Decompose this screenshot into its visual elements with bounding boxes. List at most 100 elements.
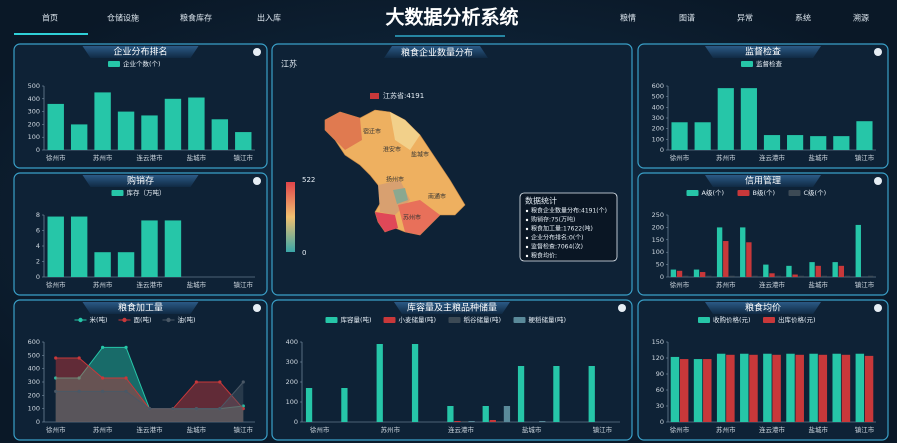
- y-tick-label: 500: [28, 351, 40, 359]
- nav-item[interactable]: 粮食库存: [180, 13, 212, 23]
- map-label: 宿迁市: [363, 128, 381, 136]
- y-tick-label: 4: [36, 242, 40, 250]
- x-tick-label: 镇江市: [855, 153, 875, 162]
- panel-border: [13, 299, 268, 441]
- panel-tab: [82, 46, 199, 58]
- panel-tab: [705, 175, 821, 187]
- bar: [809, 262, 815, 277]
- stats-item: 购销存:75(万吨): [531, 216, 575, 224]
- bar: [717, 88, 734, 150]
- bar: [468, 421, 475, 422]
- bar: [211, 119, 229, 150]
- bar: [683, 275, 689, 277]
- bar: [740, 227, 746, 277]
- y-tick-label: 8: [36, 211, 40, 219]
- y-tick-label: 50: [656, 261, 664, 269]
- x-tick-label: 连云港市: [137, 153, 164, 162]
- bar: [752, 275, 758, 277]
- bar: [188, 97, 205, 150]
- y-tick-label: 400: [286, 338, 298, 346]
- x-tick-label: 盐城市: [808, 425, 828, 434]
- legend-label: 油(吨): [178, 315, 196, 324]
- legend-swatch: [686, 190, 699, 196]
- y-tick-label: 600: [652, 82, 664, 90]
- bar: [844, 275, 851, 277]
- nav-item[interactable]: 粮情: [620, 13, 636, 23]
- point: [194, 380, 198, 384]
- bar: [694, 122, 711, 150]
- point: [241, 380, 245, 384]
- nav-item[interactable]: 出入库: [257, 13, 281, 23]
- nav-item[interactable]: 溯源: [853, 13, 869, 23]
- bar: [821, 275, 828, 277]
- map-region-shape: [390, 112, 420, 150]
- point: [77, 356, 81, 360]
- bar: [855, 224, 861, 277]
- x-tick-label: 镇江市: [855, 425, 875, 434]
- bar: [503, 406, 511, 422]
- x-tick-label: 徐州市: [46, 425, 66, 434]
- x-tick-label: 连云港市: [137, 280, 164, 289]
- bullet: [525, 227, 529, 231]
- bar: [864, 355, 874, 422]
- y-tick-label: 0: [660, 273, 664, 281]
- bar: [141, 220, 158, 277]
- y-tick-label: 60: [656, 386, 664, 394]
- x-tick-label: 盐城市: [522, 425, 542, 434]
- nav-item[interactable]: 异常: [737, 14, 753, 23]
- bar: [489, 420, 496, 422]
- bar: [787, 135, 804, 150]
- visual-min: 0: [302, 249, 306, 257]
- y-tick-label: 0: [660, 146, 664, 154]
- x-tick-label: 苏州市: [716, 153, 736, 162]
- legend-label: 出库价格(元): [778, 315, 816, 324]
- x-tick-label: 盐城市: [187, 425, 207, 434]
- bar: [539, 421, 546, 422]
- x-tick-label: 徐州市: [670, 425, 690, 434]
- stats-item: 监督检查:7064(次): [531, 243, 583, 251]
- nav-item[interactable]: 首页: [42, 13, 58, 23]
- point: [77, 376, 81, 380]
- bar: [856, 121, 873, 150]
- y-tick-label: 150: [652, 236, 664, 244]
- y-tick-label: 200: [286, 378, 298, 386]
- bar: [810, 136, 827, 150]
- x-tick-label: 徐州市: [670, 280, 690, 289]
- nav-item[interactable]: 系统: [795, 13, 811, 23]
- bar: [693, 269, 700, 277]
- x-tick-label: 苏州市: [93, 153, 113, 162]
- legend-swatch: [788, 190, 801, 196]
- bar: [117, 252, 135, 277]
- y-tick-label: 120: [652, 354, 664, 362]
- help-icon: [874, 48, 882, 56]
- panel-tab: [82, 175, 199, 187]
- legend-swatch: [698, 317, 710, 323]
- bullet: [525, 254, 529, 258]
- bar: [482, 406, 489, 422]
- bar: [815, 265, 821, 277]
- x-tick-label: 连云港市: [137, 425, 164, 434]
- legend-label: 小麦储量(吨): [399, 315, 437, 324]
- legend-swatch: [737, 190, 750, 196]
- y-tick-label: 200: [652, 125, 664, 133]
- bar: [729, 275, 735, 277]
- point: [124, 376, 128, 380]
- legend-label: C级(个): [804, 188, 827, 197]
- stats-box: [519, 192, 618, 262]
- bar: [706, 275, 712, 277]
- x-tick-label: 徐州市: [310, 425, 330, 434]
- panel-title: 信用管理: [745, 175, 781, 187]
- bar: [47, 216, 64, 277]
- legend-swatch: [383, 317, 396, 323]
- nav-item[interactable]: 仓储设施: [107, 13, 139, 23]
- nav-item[interactable]: 图谱: [679, 13, 695, 23]
- x-tick-label: 镇江市: [593, 425, 613, 434]
- y-tick-label: 300: [28, 378, 40, 386]
- legend-label: 米(吨): [90, 315, 108, 324]
- x-tick-label: 苏州市: [716, 425, 736, 434]
- bar: [841, 354, 851, 422]
- x-tick-label: 徐州市: [46, 280, 66, 289]
- bar: [517, 366, 525, 422]
